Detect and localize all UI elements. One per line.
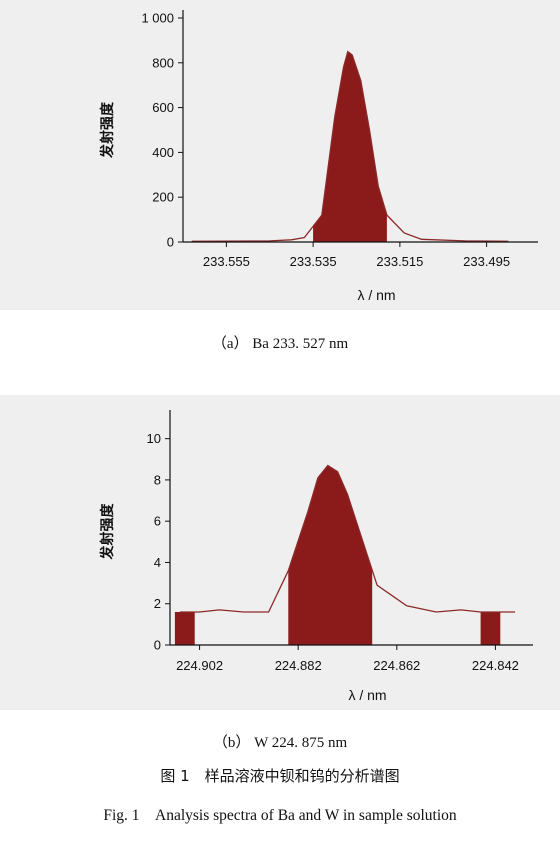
y-tick-label: 2 (154, 596, 161, 611)
chart-panel-a: 0 200 400 600 800 1 000 233.555 233.535 233.515 2… (99, 10, 538, 303)
x-tick-label: 233.515 (376, 254, 423, 269)
y-tick-label: 6 (154, 514, 161, 529)
x-tick-label: 233.535 (290, 254, 337, 269)
y-tick-label: 0 (167, 235, 174, 250)
filled-region-2 (288, 465, 373, 645)
x-tick-label: 224.842 (472, 658, 519, 673)
filled-region-1 (174, 612, 195, 645)
x-axis-label: λ / nm (348, 687, 386, 703)
y-tick-label: 10 (147, 431, 161, 446)
filled-region-1 (313, 51, 387, 242)
figure-caption-english: Fig. 1 Analysis spectra of Ba and W in s… (103, 807, 457, 824)
x-tick-label: 233.495 (463, 254, 510, 269)
panel-b-background (0, 395, 560, 710)
x-tick-label: 224.862 (373, 658, 420, 673)
filled-region-3 (480, 612, 501, 645)
x-axis-label: λ / nm (357, 287, 395, 303)
chart-panel-b: 0 2 4 6 8 10 224.902 224.882 224.862 224.842 发射强度 λ… (99, 410, 533, 703)
y-tick-label: 600 (152, 100, 174, 115)
y-tick-label: 4 (154, 555, 161, 570)
spectrum-line (179, 464, 516, 613)
y-tick-label: 200 (152, 190, 174, 205)
x-tick-label: 224.882 (275, 658, 322, 673)
y-tick-label: 1 000 (141, 11, 174, 26)
y-tick-label: 8 (154, 472, 161, 487)
y-tick-label: 400 (152, 145, 174, 160)
panel-a-background (0, 0, 560, 310)
panel-b-caption: （b） W 224. 875 nm (212, 735, 348, 751)
spectrum-line (191, 50, 509, 242)
x-tick-label: 233.555 (203, 254, 250, 269)
panel-a-caption: （a） Ba 233. 527 nm (211, 336, 349, 352)
x-tick-label: 224.902 (176, 658, 223, 673)
y-axis-label: 发射强度 (99, 101, 116, 159)
y-axis-label: 发射强度 (99, 503, 116, 561)
y-tick-label: 800 (152, 55, 174, 70)
figure-caption-chinese: 图 1 样品溶液中钡和钨的分析谱图 (160, 767, 400, 785)
y-tick-label: 0 (154, 638, 161, 653)
